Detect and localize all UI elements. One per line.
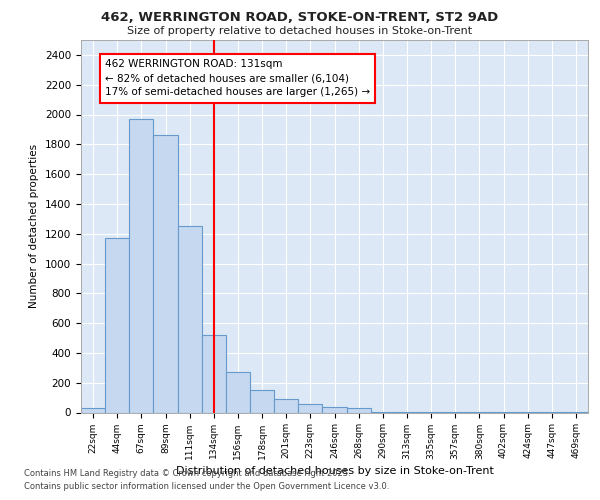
Bar	[81, 408, 105, 412]
X-axis label: Distribution of detached houses by size in Stoke-on-Trent: Distribution of detached houses by size …	[176, 466, 493, 475]
Bar	[274, 399, 298, 412]
Bar	[178, 226, 202, 412]
Bar	[154, 136, 178, 412]
Text: Contains public sector information licensed under the Open Government Licence v3: Contains public sector information licen…	[24, 482, 389, 491]
Text: 462 WERRINGTON ROAD: 131sqm
← 82% of detached houses are smaller (6,104)
17% of : 462 WERRINGTON ROAD: 131sqm ← 82% of det…	[105, 60, 370, 98]
Bar	[322, 406, 347, 412]
Text: Size of property relative to detached houses in Stoke-on-Trent: Size of property relative to detached ho…	[127, 26, 473, 36]
Text: 462, WERRINGTON ROAD, STOKE-ON-TRENT, ST2 9AD: 462, WERRINGTON ROAD, STOKE-ON-TRENT, ST…	[101, 11, 499, 24]
Y-axis label: Number of detached properties: Number of detached properties	[29, 144, 40, 308]
Bar	[250, 390, 274, 412]
Bar	[105, 238, 129, 412]
Bar	[347, 408, 371, 412]
Bar	[226, 372, 250, 412]
Bar	[298, 404, 322, 412]
Bar	[202, 335, 226, 412]
Text: Contains HM Land Registry data © Crown copyright and database right 2025.: Contains HM Land Registry data © Crown c…	[24, 468, 350, 477]
Bar	[129, 119, 154, 412]
